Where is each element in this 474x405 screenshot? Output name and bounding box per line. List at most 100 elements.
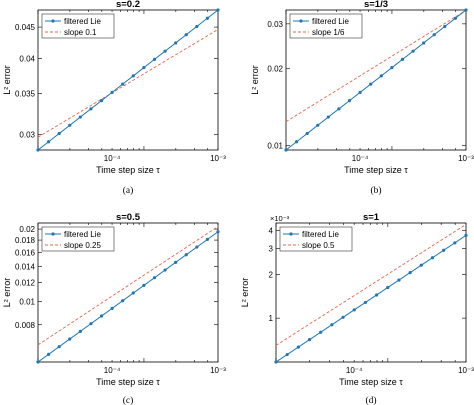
legend-box	[41, 226, 115, 252]
data-point	[99, 314, 104, 318]
panel-caption: (b)	[370, 185, 381, 196]
data-point	[121, 82, 125, 86]
y-axis-label: L² error	[250, 65, 260, 95]
chart-title: s=1	[363, 212, 380, 223]
data-point	[307, 338, 312, 342]
y-tick-label: 0.02	[267, 65, 283, 74]
panel-caption: (d)	[365, 395, 376, 405]
y-tick-label: 0.008	[15, 321, 36, 330]
x-tick-label: 10⁻³	[458, 366, 474, 375]
x-tick-label: 10⁻³	[210, 154, 226, 163]
data-point	[216, 230, 220, 234]
x-axis-label: Time step size τ	[344, 165, 408, 175]
data-point	[68, 123, 72, 127]
data-point	[89, 322, 93, 326]
data-point	[110, 90, 114, 94]
data-point	[386, 285, 390, 290]
data-point	[152, 276, 157, 280]
legend-label: filtered Lie	[64, 17, 101, 26]
chart-panel: 10⁻⁴ 10⁻³ 1 2 3 4 ×10⁻³ s=1 Time step size τ L² e…	[240, 212, 474, 405]
y-tick-label: 0.01	[19, 297, 35, 306]
y-tick-label: 0.045	[15, 23, 36, 32]
data-point	[68, 337, 72, 341]
data-point	[99, 98, 104, 103]
data-point	[369, 82, 373, 86]
data-point	[337, 107, 341, 111]
data-point	[400, 57, 405, 62]
data-point	[142, 283, 146, 287]
data-point	[36, 360, 40, 364]
x-tick-label: 10⁻⁴	[104, 154, 121, 163]
data-point	[319, 330, 323, 334]
x-tick-label: 10⁻⁴	[346, 366, 363, 375]
data-point	[46, 140, 51, 144]
data-point	[464, 233, 468, 237]
x-tick-label: 10⁻³	[458, 154, 474, 163]
slope-reference-line	[276, 224, 466, 346]
x-axis-label: Time step size τ	[96, 165, 160, 175]
data-point	[419, 263, 423, 267]
data-point	[46, 352, 51, 356]
panel-caption: (c)	[123, 395, 134, 405]
data-point	[296, 345, 300, 349]
series-line	[286, 10, 466, 150]
data-point	[411, 49, 415, 53]
series-line	[276, 234, 466, 362]
slope-reference-line	[38, 226, 218, 346]
data-point	[330, 323, 334, 327]
legend-marker	[51, 232, 55, 236]
data-point	[432, 33, 436, 37]
chart-title: s=0.5	[116, 212, 141, 223]
panel-caption: (a)	[123, 185, 134, 196]
data-point	[363, 300, 368, 305]
data-point	[152, 57, 157, 62]
y-tick-label: 0.012	[15, 278, 36, 287]
legend-marker	[299, 19, 303, 23]
data-point	[195, 245, 199, 249]
y-tick-label: 0.02	[19, 225, 35, 234]
y-axis-label: L² error	[2, 278, 12, 308]
y-tick-label: 0.03	[19, 131, 35, 140]
data-point	[352, 308, 356, 312]
y-tick-label: 0.035	[15, 90, 36, 99]
data-point	[284, 148, 288, 152]
slope-reference-line	[286, 10, 466, 123]
data-point	[422, 41, 426, 45]
chart-title: s=1/3	[364, 0, 388, 10]
series-line	[38, 10, 218, 150]
data-point	[184, 253, 188, 257]
data-point	[443, 24, 447, 29]
data-point	[358, 90, 362, 94]
y-axis-label: L² error	[240, 278, 250, 308]
data-point	[347, 98, 352, 103]
x-axis-label: Time step size τ	[96, 377, 160, 387]
data-point	[163, 49, 167, 53]
data-point	[397, 278, 401, 282]
y-axis-label: L² error	[2, 65, 12, 95]
data-point	[57, 131, 61, 136]
data-point	[131, 74, 135, 78]
data-point	[131, 291, 135, 295]
data-point	[453, 241, 457, 245]
y-tick-label: 0.016	[15, 248, 36, 257]
data-point	[205, 237, 210, 241]
y-tick-label: 0.04	[19, 54, 35, 63]
data-point	[216, 8, 220, 12]
data-point	[374, 293, 379, 297]
y-tick-label: 1	[269, 314, 274, 323]
data-point	[78, 329, 82, 333]
y-tick-label: 0.014	[15, 262, 36, 271]
data-point	[57, 345, 61, 349]
data-point	[174, 260, 178, 264]
data-point	[142, 66, 146, 70]
x-tick-label: 10⁻³	[210, 366, 226, 375]
chart-panel: 10⁻⁴ 10⁻³ 0.01 0.02 0.03 s=1/3 Time step size …	[250, 0, 474, 196]
y-tick-label: 4	[269, 226, 274, 235]
legend-label: slope 1/6	[312, 28, 345, 37]
legend-label: filtered Lie	[312, 17, 349, 26]
data-point	[390, 66, 394, 70]
data-point	[341, 315, 345, 319]
data-point	[184, 33, 188, 37]
legend-box	[41, 13, 115, 39]
